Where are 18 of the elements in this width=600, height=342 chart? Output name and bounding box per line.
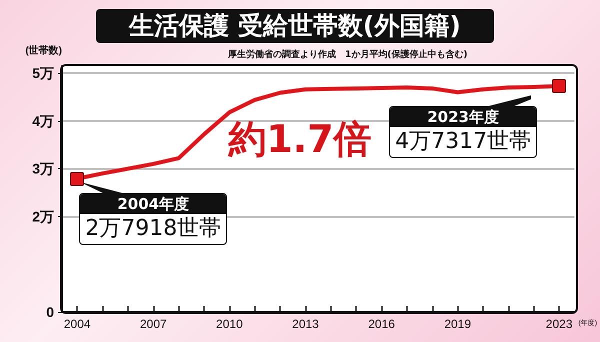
y-tick-label: 2万: [32, 208, 54, 224]
chart-title: 生活保護 受給世帯数(外国籍): [96, 9, 494, 43]
annotation: 約1.7倍: [227, 117, 372, 161]
x-tick-label: 2023: [546, 317, 573, 331]
y-tick-label: 0: [46, 304, 54, 320]
y-tick-label: 4万: [32, 112, 54, 129]
x-tick-label: 2019: [444, 317, 472, 331]
x-tick-label: 2016: [368, 317, 396, 331]
callout-box: 2023年度 4万7317世帯: [389, 106, 538, 158]
chart-subtitle: 厚生労働省の調査より作成 1か月平均(保護停止中も含む): [228, 48, 468, 61]
callout-box: 2004年度 2万7918世帯: [79, 192, 228, 245]
y-tick-label: 5万: [32, 65, 54, 82]
x-tick-label: 2013: [292, 317, 320, 331]
y-tick-label: 3万: [32, 160, 54, 177]
x-tick-label: 2010: [216, 317, 244, 331]
x-tick-label: 2004: [64, 317, 91, 331]
x-tick-label: 2007: [140, 317, 167, 331]
y-axis-title: (世帯数): [25, 44, 62, 56]
